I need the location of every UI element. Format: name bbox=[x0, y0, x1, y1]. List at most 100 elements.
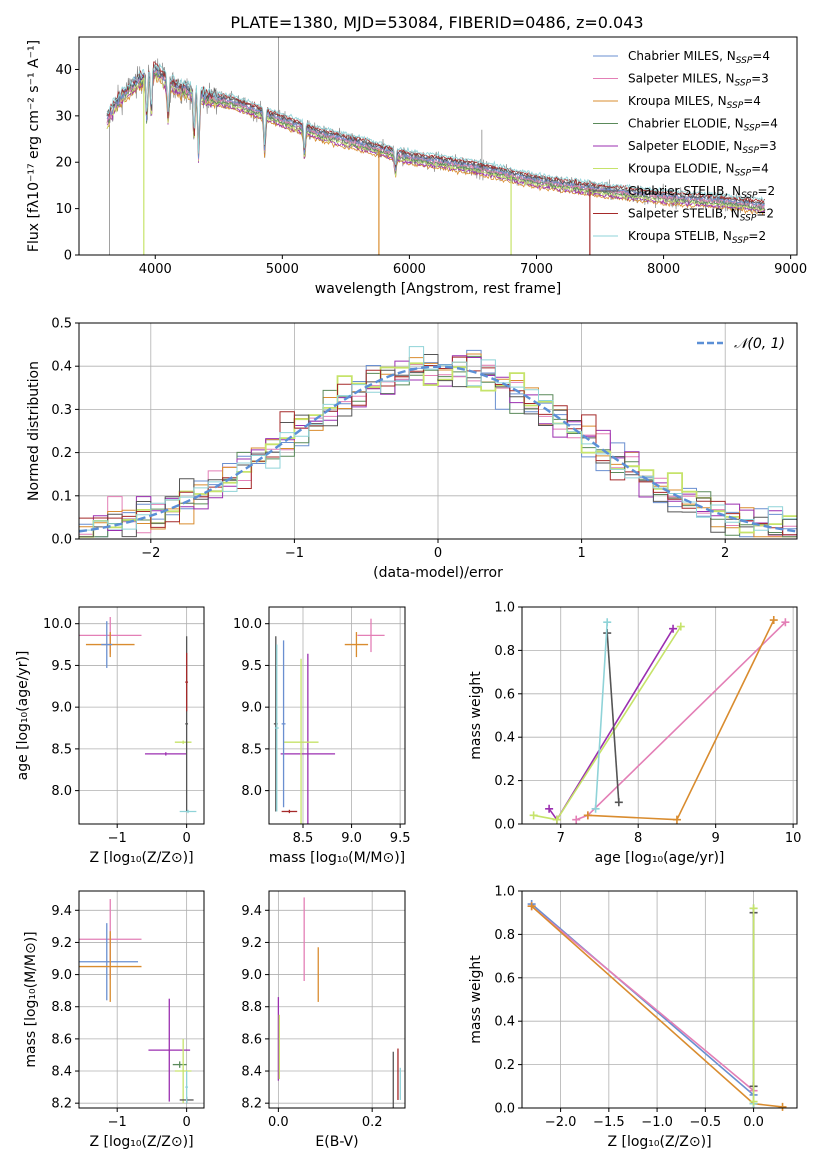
x-axis-label: (data-model)/error bbox=[373, 565, 503, 581]
y-tick-label: 9.4 bbox=[241, 904, 262, 919]
y-tick-label: 0.3 bbox=[51, 403, 72, 418]
legend-entry-subscript: SSP bbox=[727, 101, 744, 111]
axes-frame bbox=[78, 890, 205, 1109]
data-point-marker bbox=[778, 1102, 787, 1111]
y-tick-label: 9.4 bbox=[51, 904, 72, 919]
x-tick-label: −1 bbox=[108, 831, 127, 846]
residuals-legend: 𝒩(0, 1) bbox=[697, 336, 785, 352]
y-tick-label: 9.0 bbox=[241, 701, 262, 716]
legend-entry-value: =4 bbox=[751, 162, 769, 176]
y-tick-label: 1.0 bbox=[494, 885, 515, 900]
residuals-panel: 𝒩(0, 1) −2 −1 0 1 2 0.0 0.1 0.2 0.3 0.4 0.5 (data-mo… bbox=[26, 317, 798, 581]
x-tick-label: 7000 bbox=[520, 262, 553, 277]
series-line bbox=[531, 903, 755, 1096]
data-point-marker bbox=[572, 815, 581, 824]
x-tick-label: 0.0 bbox=[268, 1115, 289, 1130]
errorbar-salpeter-stelib bbox=[185, 652, 189, 712]
legend-entry: Kroupa ELODIE, NSSP=4 bbox=[628, 162, 769, 179]
errorbar-salpeter-elodie bbox=[280, 653, 336, 824]
series-kroupa-miles bbox=[583, 616, 778, 824]
y-tick-label: 0.0 bbox=[494, 1102, 515, 1117]
data-point-marker bbox=[749, 904, 758, 913]
y-tick-label: 0.6 bbox=[494, 971, 515, 986]
y-tick-label: 0.2 bbox=[51, 446, 72, 461]
data-point-marker bbox=[769, 616, 778, 625]
y-tick-label: 0.0 bbox=[494, 818, 515, 833]
x-tick-label: 2 bbox=[721, 546, 729, 561]
legend-entry-label: Kroupa ELODIE, N bbox=[628, 162, 735, 176]
y-axis-label: mass weight bbox=[468, 671, 484, 760]
x-tick-label: 0.2 bbox=[362, 1115, 383, 1130]
spectrum-plot-area bbox=[106, 37, 766, 255]
errorbar-salpeter-elodie bbox=[144, 752, 187, 756]
axes-frame bbox=[268, 890, 406, 1109]
axes-frame bbox=[78, 36, 798, 256]
x-tick-label: −1.0 bbox=[641, 1115, 673, 1130]
y-tick-label: 40 bbox=[55, 63, 72, 78]
y-tick-label: 8.8 bbox=[51, 1000, 72, 1015]
errorbar-kroupa-stelib bbox=[274, 644, 279, 812]
x-tick-label: 9.0 bbox=[341, 831, 362, 846]
massweight-vs-Z-panel: −2.0 −1.5 −1.0 −0.5 0.0 0.0 0.2 0.4 0.6 0.8 1.0 Z [… bbox=[468, 885, 798, 1150]
y-axis-label: Flux [fλ10⁻¹⁷ erg cm⁻² s⁻¹ A⁻¹] bbox=[26, 40, 42, 252]
y-tick-label: 8.5 bbox=[241, 742, 262, 757]
axes-frame bbox=[521, 890, 798, 1109]
data-point-marker bbox=[552, 815, 561, 824]
errorbar-kroupa-elodie bbox=[174, 1038, 192, 1104]
legend-entry-value: =3 bbox=[759, 139, 777, 153]
y-tick-label: 8.2 bbox=[241, 1097, 262, 1112]
mass-vs-Z-plot-area bbox=[79, 899, 194, 1104]
y-tick-label: 8.0 bbox=[51, 784, 72, 799]
series-kroupa-elodie bbox=[529, 622, 685, 824]
errorbar-kroupa-stelib bbox=[185, 1071, 189, 1104]
x-tick-label: 8 bbox=[634, 831, 642, 846]
legend-entry: Chabrier STELIB, NSSP=2 bbox=[628, 184, 775, 201]
legend-entry-value: =4 bbox=[743, 94, 761, 108]
legend-entry-label: Kroupa STELIB, N bbox=[628, 229, 732, 243]
legend-entry-subscript: SSP bbox=[736, 56, 753, 66]
y-tick-label: 8.6 bbox=[51, 1032, 72, 1047]
y-tick-label: 10 bbox=[55, 202, 72, 217]
y-tick-label: 8.6 bbox=[241, 1032, 262, 1047]
errorbar-salpeter-miles bbox=[357, 618, 385, 653]
series-line bbox=[575, 621, 786, 821]
massweight-vs-age-panel: 7 8 9 10 0.0 0.2 0.4 0.6 0.8 1.0 age [log₁₀(age/yr… bbox=[468, 601, 801, 867]
legend-entry-label: Chabrier STELIB, N bbox=[628, 184, 741, 198]
series-chabrier-miles bbox=[527, 900, 758, 1099]
legend-entry-subscript: SSP bbox=[735, 79, 752, 89]
legend-entry: Salpeter STELIB, NSSP=2 bbox=[628, 207, 774, 224]
x-tick-label: −0.5 bbox=[690, 1115, 722, 1130]
y-tick-label: 8.4 bbox=[241, 1065, 262, 1080]
x-axis-label: age [log₁₀(age/yr)] bbox=[595, 850, 725, 866]
y-tick-label: 10.0 bbox=[43, 617, 72, 632]
legend-entry-label: Salpeter ELODIE, N bbox=[628, 139, 742, 153]
y-axis-label: age [log₁₀(age/yr)] bbox=[15, 651, 31, 781]
model-spectrum-chabrier-elodie bbox=[106, 71, 766, 211]
x-axis-label: wavelength [Angstrom, rest frame] bbox=[315, 281, 561, 297]
y-tick-label: 8.2 bbox=[51, 1097, 72, 1112]
errorbar-kroupa-miles bbox=[344, 632, 369, 658]
data-point-marker bbox=[603, 618, 612, 627]
x-tick-label: 9 bbox=[712, 831, 720, 846]
x-tick-label: 9000 bbox=[774, 262, 807, 277]
x-tick-label: −1.5 bbox=[593, 1115, 625, 1130]
x-axis-label: mass [log₁₀(M/M⊙)] bbox=[269, 850, 405, 866]
errorbar-chabrier-miles bbox=[101, 621, 113, 668]
x-tick-label: 1 bbox=[577, 546, 585, 561]
residuals-plot-area bbox=[79, 346, 797, 538]
series-line bbox=[533, 626, 682, 821]
y-tick-label: 0.1 bbox=[51, 489, 72, 504]
y-tick-label: 0.8 bbox=[494, 644, 515, 659]
y-tick-label: 0.2 bbox=[494, 1058, 515, 1073]
y-tick-label: 0.5 bbox=[51, 317, 72, 332]
data-point-marker bbox=[527, 902, 536, 911]
legend-entry-subscript: SSP bbox=[735, 169, 752, 179]
y-tick-label: 20 bbox=[55, 156, 72, 171]
y-tick-label: 0.4 bbox=[51, 360, 72, 375]
data-point-marker bbox=[749, 1097, 758, 1106]
series-kroupa-elodie bbox=[749, 904, 758, 1106]
legend-entry-label: Kroupa MILES, N bbox=[628, 94, 727, 108]
series-salpeter-elodie bbox=[545, 624, 678, 824]
y-axis-label: Normed distribution bbox=[26, 361, 42, 501]
legend-entry-value: =2 bbox=[758, 184, 776, 198]
